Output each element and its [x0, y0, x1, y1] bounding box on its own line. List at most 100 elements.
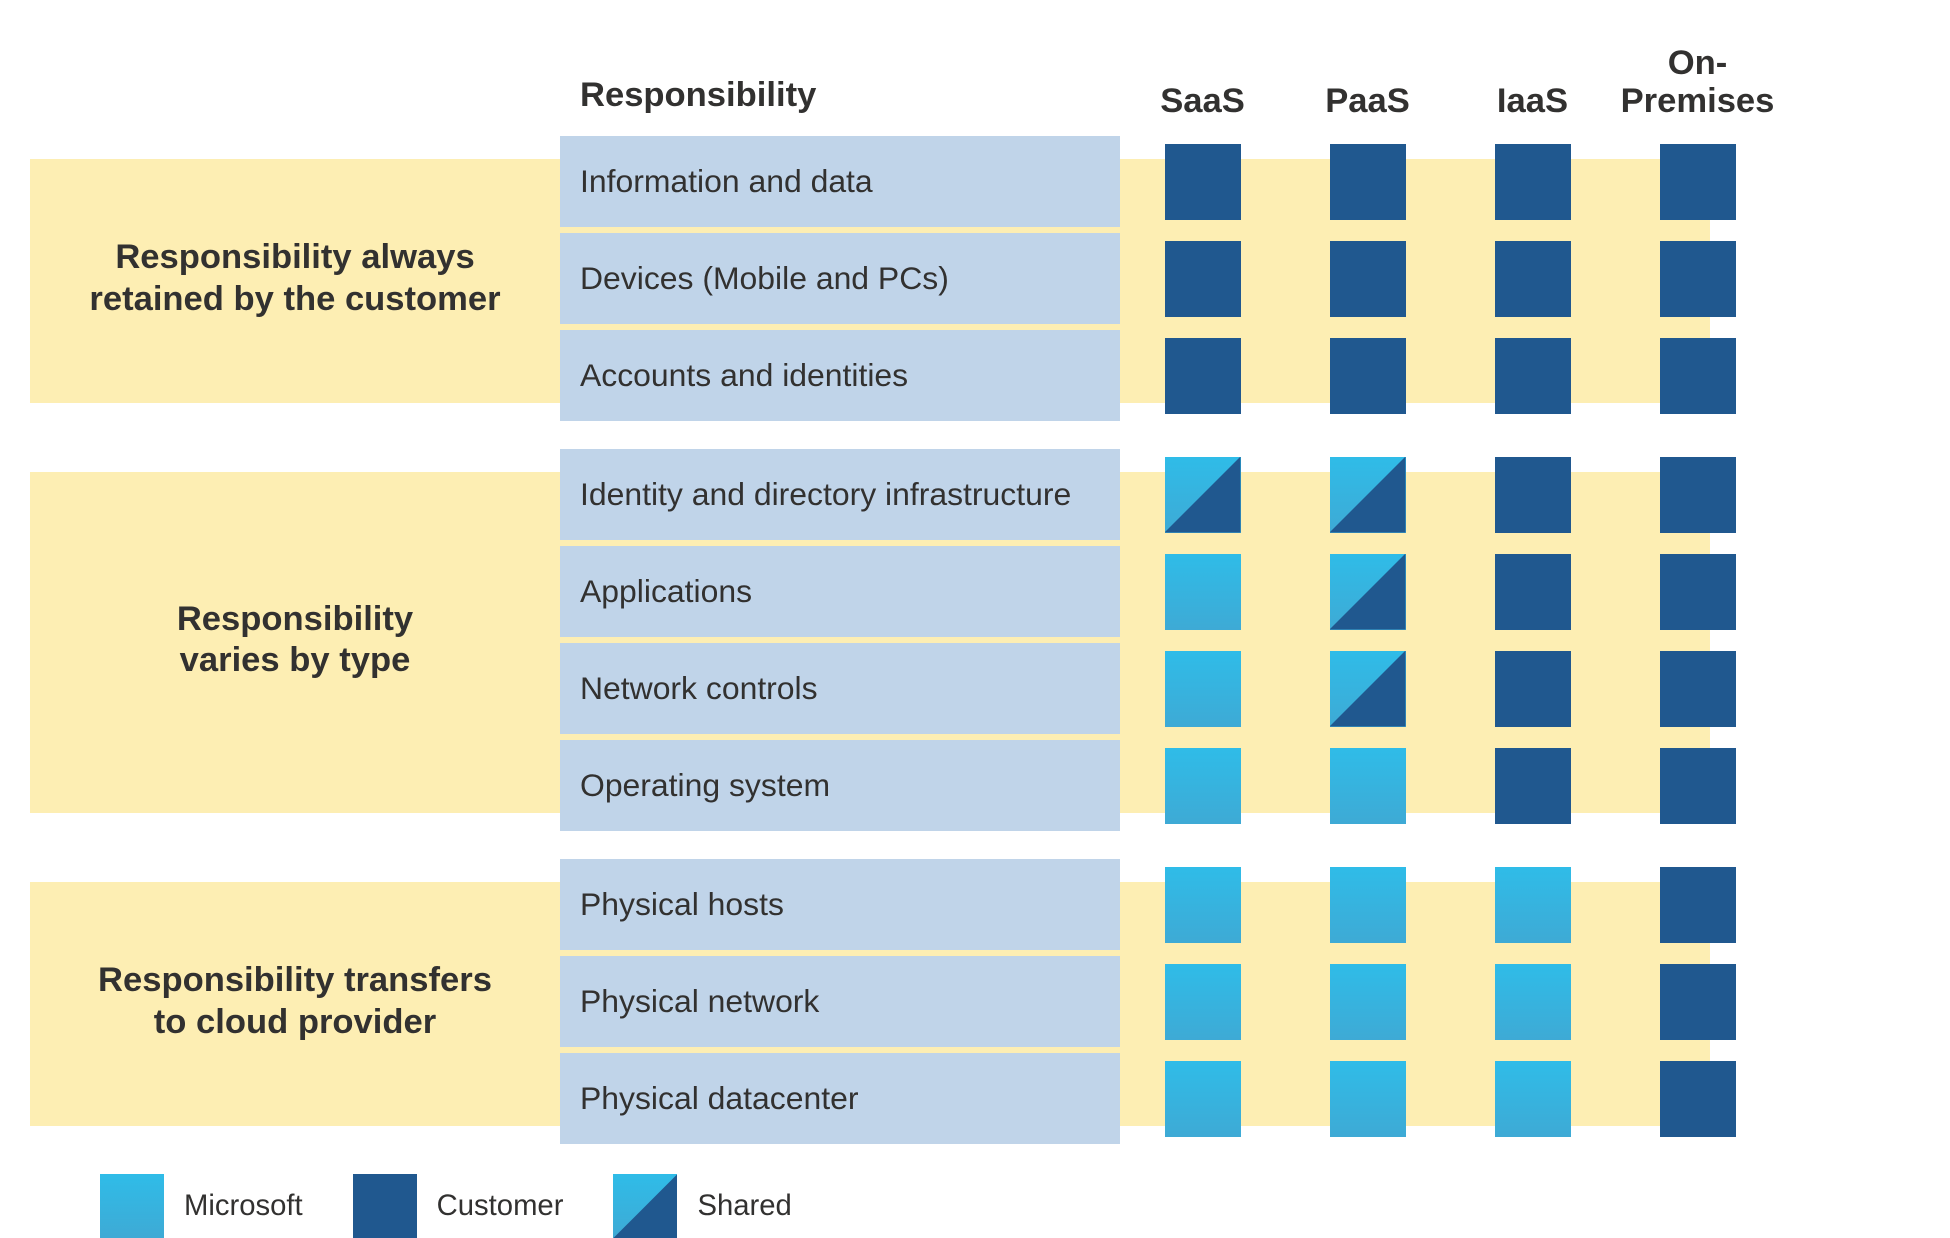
status-cell	[1615, 740, 1780, 831]
row-label: Physical hosts	[560, 859, 1120, 950]
row-label: Accounts and identities	[560, 330, 1120, 421]
row-label: Applications	[560, 546, 1120, 637]
status-cell	[1285, 956, 1450, 1047]
status-cell	[1615, 233, 1780, 324]
status-cell	[1615, 546, 1780, 637]
status-square	[1165, 964, 1241, 1040]
status-square	[1165, 1061, 1241, 1137]
status-cell	[1120, 546, 1285, 637]
header-responsibility: Responsibility	[560, 30, 1120, 130]
row-label: Information and data	[560, 136, 1120, 227]
status-square	[1495, 748, 1571, 824]
header-col: IaaS	[1450, 30, 1615, 130]
status-square	[1660, 867, 1736, 943]
status-square	[1165, 144, 1241, 220]
row-label: Devices (Mobile and PCs)	[560, 233, 1120, 324]
status-square	[1165, 457, 1241, 533]
status-square	[1495, 651, 1571, 727]
status-cell	[1285, 1053, 1450, 1144]
row-label-text: Identity and directory infrastructure	[580, 476, 1071, 513]
status-square	[1660, 144, 1736, 220]
status-square	[1165, 241, 1241, 317]
status-cell	[1450, 1053, 1615, 1144]
row-label: Network controls	[560, 643, 1120, 734]
legend-swatch	[100, 1174, 164, 1238]
header-col: PaaS	[1285, 30, 1450, 130]
legend-swatch	[353, 1174, 417, 1238]
row-label: Physical datacenter	[560, 1053, 1120, 1144]
status-square	[1495, 964, 1571, 1040]
status-cell	[1615, 449, 1780, 540]
status-square	[1660, 338, 1736, 414]
status-cell	[1615, 956, 1780, 1047]
row-label-text: Physical network	[580, 983, 819, 1020]
status-square	[1330, 457, 1406, 533]
status-cell	[1615, 643, 1780, 734]
header-col-label: IaaS	[1497, 82, 1568, 120]
status-square	[1495, 1061, 1571, 1137]
responsibility-grid: Responsibility SaaS PaaS IaaS On- Premises Re…	[30, 30, 1920, 1144]
group-label: Responsibility always retained by the cu…	[30, 136, 560, 421]
shared-overlay	[1330, 554, 1406, 630]
header-col: On- Premises	[1615, 30, 1780, 130]
diagram-canvas: Responsibility SaaS PaaS IaaS On- Premises Re…	[0, 0, 1950, 1150]
status-cell	[1450, 740, 1615, 831]
status-square	[1495, 338, 1571, 414]
status-square	[1660, 457, 1736, 533]
row-label-text: Devices (Mobile and PCs)	[580, 260, 949, 297]
header-col-label: On- Premises	[1621, 44, 1775, 120]
status-square	[1330, 338, 1406, 414]
status-square	[1660, 241, 1736, 317]
status-cell	[1450, 136, 1615, 227]
header-responsibility-label: Responsibility	[580, 76, 816, 114]
row-label-text: Accounts and identities	[580, 357, 908, 394]
status-square	[1165, 748, 1241, 824]
status-cell	[1120, 956, 1285, 1047]
row-label-text: Operating system	[580, 767, 830, 804]
status-cell	[1120, 859, 1285, 950]
status-cell	[1615, 859, 1780, 950]
status-square	[1495, 867, 1571, 943]
group-label: Responsibility transfers to cloud provid…	[30, 859, 560, 1144]
status-cell	[1615, 330, 1780, 421]
status-square	[1660, 748, 1736, 824]
status-cell	[1285, 330, 1450, 421]
status-cell	[1120, 740, 1285, 831]
status-square	[1330, 144, 1406, 220]
row-label-text: Applications	[580, 573, 752, 610]
status-cell	[1120, 233, 1285, 324]
shared-overlay	[613, 1174, 677, 1238]
header-col: SaaS	[1120, 30, 1285, 130]
status-square	[1660, 651, 1736, 727]
header-col-label: SaaS	[1160, 82, 1245, 120]
status-square	[1330, 964, 1406, 1040]
status-square	[1330, 651, 1406, 727]
row-label-text: Physical datacenter	[580, 1080, 858, 1117]
legend-item: Microsoft	[100, 1174, 303, 1238]
status-cell	[1450, 859, 1615, 950]
status-square	[1165, 338, 1241, 414]
shared-overlay	[1165, 457, 1241, 533]
header-empty	[30, 30, 560, 130]
status-square	[1495, 457, 1571, 533]
status-cell	[1120, 330, 1285, 421]
group-label-text: Responsibility varies by type	[177, 599, 413, 682]
row-label: Identity and directory infrastructure	[560, 449, 1120, 540]
status-square	[1660, 964, 1736, 1040]
header-col-label: PaaS	[1325, 82, 1410, 120]
status-square	[1330, 241, 1406, 317]
row-label-text: Network controls	[580, 670, 818, 707]
status-cell	[1450, 546, 1615, 637]
status-square	[1660, 1061, 1736, 1137]
status-cell	[1615, 136, 1780, 227]
row-label: Operating system	[560, 740, 1120, 831]
status-cell	[1285, 136, 1450, 227]
legend-swatch	[613, 1174, 677, 1238]
status-cell	[1120, 1053, 1285, 1144]
status-cell	[1120, 136, 1285, 227]
status-cell	[1285, 643, 1450, 734]
status-square	[1495, 554, 1571, 630]
status-square	[1165, 867, 1241, 943]
status-square	[1165, 554, 1241, 630]
shared-overlay	[1330, 651, 1406, 727]
